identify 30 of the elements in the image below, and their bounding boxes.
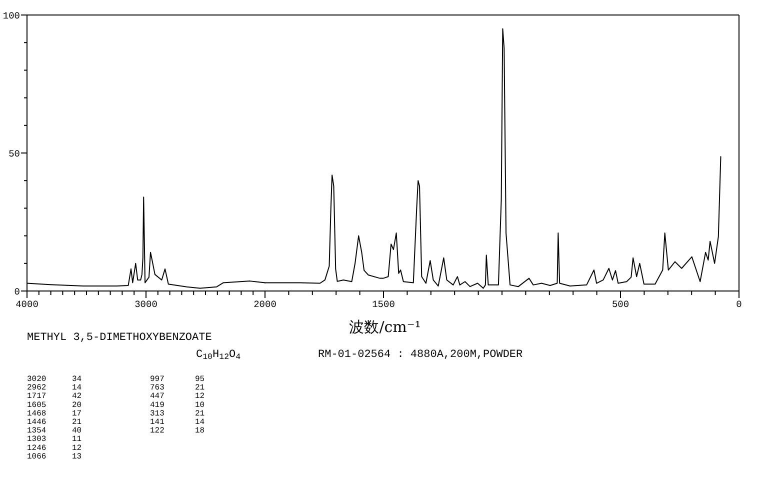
text: 1717 42 [27, 392, 82, 402]
x-tick-label: 1500 [372, 299, 396, 310]
x-tick-label: 2000 [254, 299, 277, 310]
text: 1446 21 [27, 418, 82, 427]
y-tick-label: 50 [8, 148, 20, 160]
text: 997 95 [150, 375, 205, 384]
text: 1468 17 [27, 409, 82, 418]
x-tick-label: 3000 [134, 299, 158, 310]
text: 122 18 [150, 426, 205, 436]
text: 1605 20 [27, 400, 82, 410]
x-tick-label: 500 [612, 299, 630, 310]
text: 2962 14 [27, 384, 82, 393]
text: 447 12 [150, 392, 205, 402]
text: METHYL 3,5-DIMETHOXYBENZOATE [27, 332, 212, 344]
y-tick-label: 0 [14, 286, 20, 298]
y-tick-label: 100 [2, 10, 20, 22]
text: RM-01-02564 : 4880A,200M,POWDER [318, 349, 524, 361]
text: 141 14 [150, 418, 205, 427]
text: 313 21 [150, 409, 205, 418]
x-axis-title: 波数/cm⁻¹ [349, 318, 421, 336]
text: 3020 34 [27, 375, 82, 384]
text: 763 21 [150, 384, 205, 393]
x-tick-label: 4000 [16, 299, 39, 310]
text: 1066 13 [27, 452, 82, 462]
x-tick-label: 0 [736, 299, 742, 310]
text: 1246 12 [27, 444, 82, 453]
text: 1354 40 [27, 426, 82, 436]
text: 1303 11 [27, 435, 82, 444]
text: C$_{10}$H$_{12}$O$_{4}$ [196, 349, 241, 362]
text: 419 10 [150, 400, 205, 410]
